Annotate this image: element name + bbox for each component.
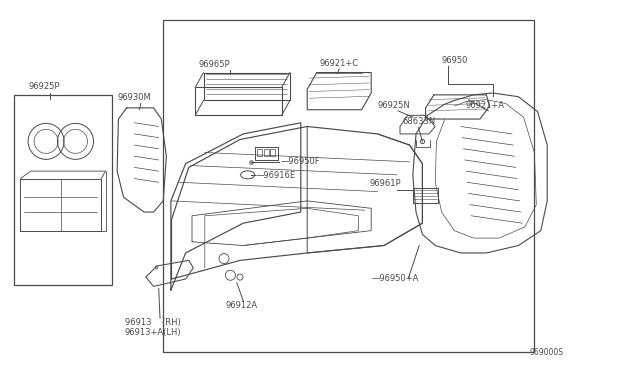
Bar — [257, 149, 262, 156]
Bar — [264, 149, 269, 156]
Text: 96925P: 96925P — [29, 82, 60, 91]
Text: 96912A: 96912A — [225, 301, 257, 310]
Text: 96925N: 96925N — [378, 101, 410, 110]
Text: 96921+A: 96921+A — [466, 101, 505, 110]
Text: 96961P: 96961P — [370, 179, 401, 188]
Text: 96950: 96950 — [442, 56, 468, 65]
Text: 96913    (RH): 96913 (RH) — [125, 318, 180, 327]
Text: 96913+A(LH): 96913+A(LH) — [125, 328, 181, 337]
Bar — [163, 20, 534, 352]
Bar — [270, 149, 275, 156]
Text: 96930M: 96930M — [117, 93, 151, 102]
Text: 969000S: 969000S — [529, 348, 563, 357]
Text: 96965P: 96965P — [198, 60, 230, 69]
Bar — [14, 95, 112, 285]
Text: 68633N: 68633N — [402, 118, 435, 126]
Text: —96950+A: —96950+A — [371, 274, 419, 283]
Text: 96921+C: 96921+C — [320, 59, 359, 68]
Text: —96916E: —96916E — [256, 171, 296, 180]
Text: —96950F: —96950F — [280, 157, 320, 166]
